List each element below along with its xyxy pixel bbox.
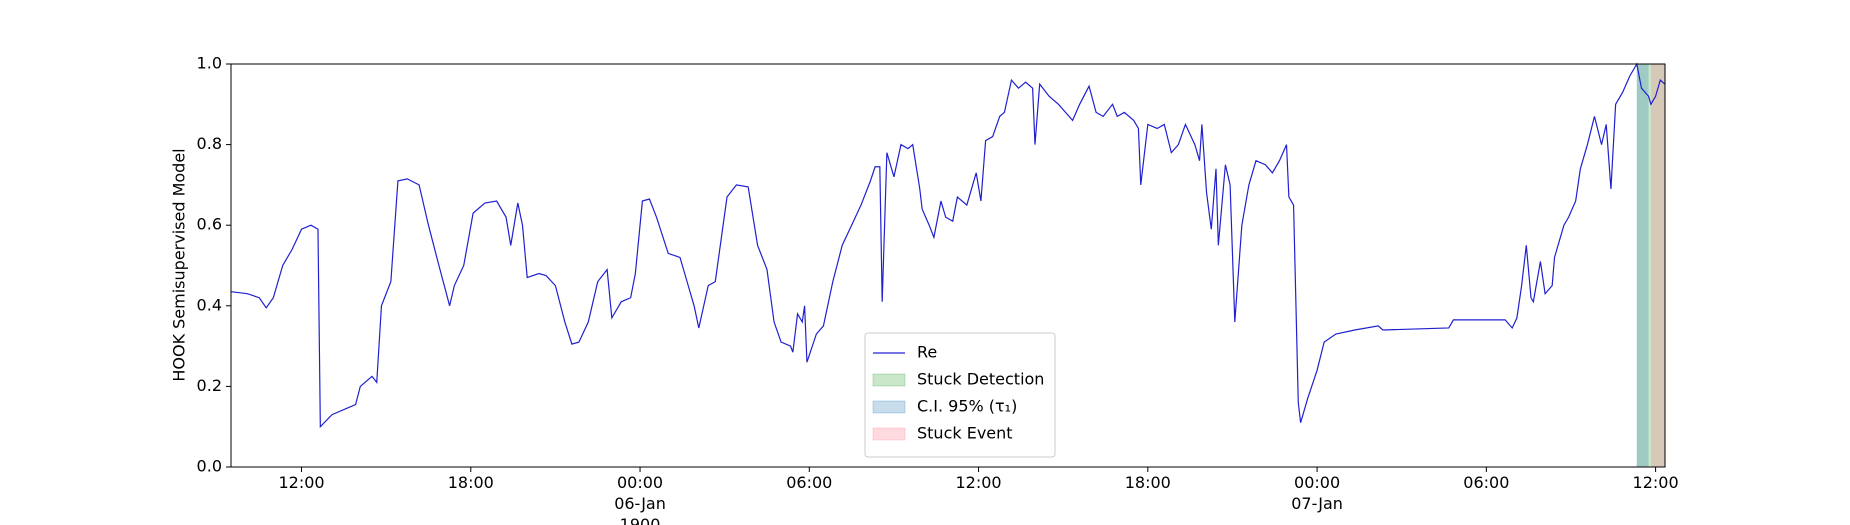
legend-box — [864, 332, 1056, 458]
legend-label: C.I. 95% (τ₁) — [917, 397, 1017, 416]
x-tick-label: 12:00 — [1633, 473, 1679, 492]
y-tick-label: 0.4 — [197, 295, 222, 314]
span — [1636, 64, 1649, 467]
legend-swatch — [872, 427, 906, 441]
x-tick-label: 12:00 — [956, 473, 1002, 492]
span — [1636, 64, 1665, 467]
legend: Re Stuck Detection C.I. 95% (τ₁) Stuck Even… — [864, 332, 1056, 458]
y-tick-label: 1.0 — [197, 54, 222, 73]
y-tick-label: 0.2 — [197, 376, 222, 395]
x-tick-label: 12:00 — [278, 473, 324, 492]
legend-swatch — [872, 373, 906, 387]
y-axis-label: HOOK Semisupervised Model — [170, 148, 189, 381]
line-series — [230, 62, 1666, 429]
x-tick-label: 18:00 — [448, 473, 494, 492]
legend-label: Stuck Detection — [917, 370, 1044, 389]
x-tick-label: 00:00 06-Jan 1900 — [614, 473, 666, 525]
x-tick-label: 00:00 07-Jan — [1291, 473, 1343, 513]
legend-swatch — [872, 400, 906, 414]
y-tick-label: 0.6 — [197, 215, 222, 234]
y-tick-label: 0.8 — [197, 134, 222, 153]
x-tick-label: 06:00 — [1463, 473, 1509, 492]
x-tick-label: 18:00 — [1125, 473, 1171, 492]
y-tick-label: 0.0 — [197, 457, 222, 476]
legend-label: Stuck Event — [917, 424, 1013, 443]
span — [1650, 64, 1665, 467]
legend-label: Re — [917, 343, 937, 362]
x-tick-label: 06:00 — [786, 473, 832, 492]
plot-frame — [230, 63, 1666, 468]
